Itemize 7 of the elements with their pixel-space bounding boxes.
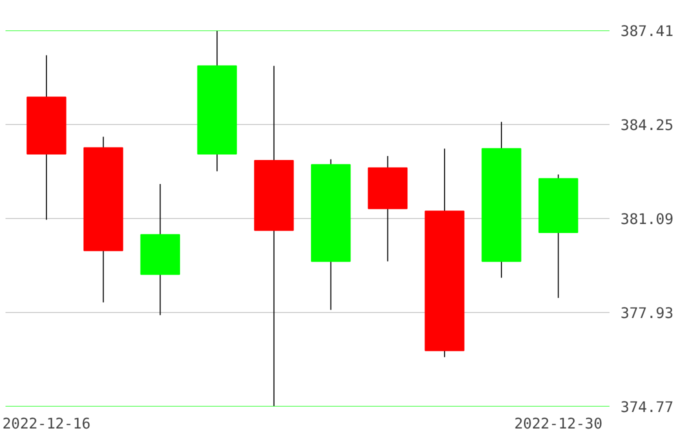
y-tick-label: 381.09 <box>620 211 674 228</box>
x-tick-label: 2022-12-16 <box>2 416 91 431</box>
x-tick-label: 2022-12-30 <box>514 416 602 431</box>
y-tick-label: 384.25 <box>620 117 674 134</box>
y-tick-label: 387.41 <box>620 23 674 40</box>
y-tick-label: 377.93 <box>620 305 674 322</box>
y-tick-label: 374.77 <box>620 399 674 416</box>
